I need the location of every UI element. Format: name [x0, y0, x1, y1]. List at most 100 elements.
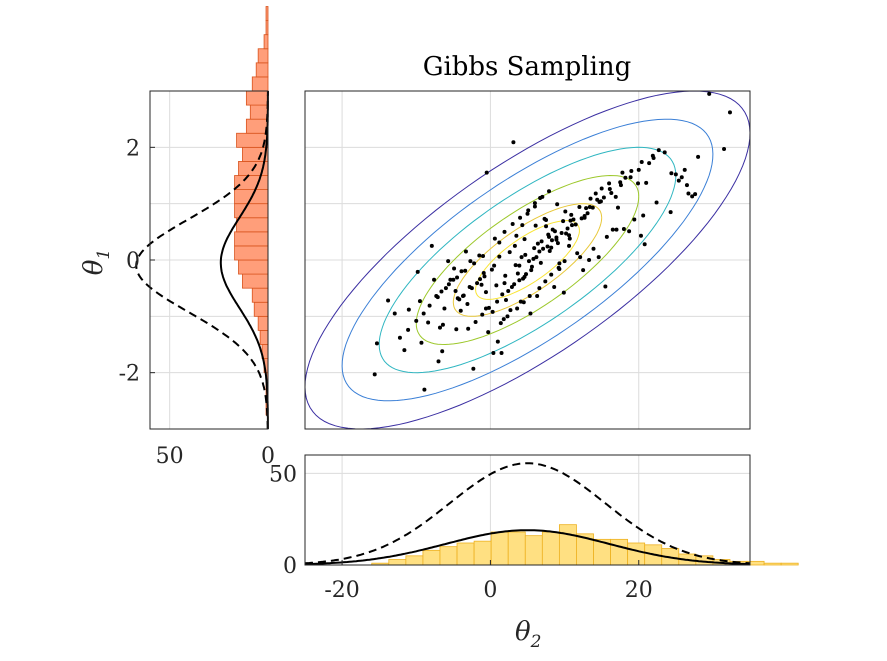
sample-point [541, 246, 546, 251]
bottom-hist-bar [558, 524, 577, 566]
sample-point [417, 299, 422, 304]
sample-point [579, 216, 584, 221]
sample-point [520, 223, 525, 228]
sample-point [537, 286, 542, 291]
sample-point [585, 211, 590, 216]
x-tick-label: -20 [324, 578, 359, 603]
sample-point [564, 231, 569, 236]
sample-point [457, 297, 462, 302]
sample-point [632, 217, 637, 222]
sample-point [539, 239, 544, 244]
bottom-hist-bar [541, 531, 560, 566]
sample-point [639, 159, 644, 164]
sample-point [609, 190, 614, 195]
sample-point [532, 246, 537, 251]
sample-point [491, 350, 496, 355]
sample-point [477, 253, 482, 258]
sample-point [484, 170, 489, 175]
sample-point [627, 229, 632, 234]
sample-point [502, 281, 507, 286]
sample-point [549, 245, 554, 250]
sample-point [552, 229, 557, 234]
sample-point [473, 319, 478, 324]
sample-point [629, 168, 634, 173]
sample-point [489, 267, 494, 272]
bottom-y-tick-label: 0 [283, 554, 297, 579]
sample-point [568, 218, 573, 223]
contour-line [341, 118, 714, 402]
sample-point [495, 339, 500, 344]
sample-point [515, 306, 520, 311]
sample-point [426, 320, 431, 325]
left-hist-bar [249, 104, 269, 120]
sample-point [463, 268, 468, 273]
sample-point [459, 269, 464, 274]
sample-point [500, 292, 505, 297]
sample-point [501, 317, 506, 322]
bottom-hist-bar [439, 546, 458, 566]
sample-point [492, 263, 497, 268]
bottom-hist-bar [422, 549, 441, 566]
sample-point [531, 256, 536, 261]
sample-point [481, 254, 485, 259]
sample-point [563, 209, 568, 214]
sample-point [422, 387, 427, 392]
left-hist-bar [263, 34, 269, 50]
sample-point [505, 314, 510, 319]
joint-scatter-panel: Gibbs Sampling [304, 52, 751, 430]
sample-point [515, 271, 520, 276]
left-hist-bar [265, 20, 269, 36]
sample-point [525, 211, 530, 216]
sample-point [604, 234, 609, 239]
sample-point [618, 183, 623, 188]
contour-line [415, 174, 640, 346]
sample-point [557, 261, 562, 266]
sample-point [584, 206, 589, 211]
contour-line [452, 203, 603, 317]
sample-point [598, 199, 603, 204]
joint-axes-frame [304, 90, 751, 430]
sample-point [443, 286, 448, 291]
sample-point [517, 278, 522, 283]
sample-point [508, 308, 513, 313]
sample-point [507, 250, 512, 255]
sample-point [506, 288, 511, 293]
sample-point [684, 183, 689, 188]
bottom-hist-bar [763, 562, 782, 566]
y-axis-label: θ1 [79, 249, 114, 275]
left-hist-bar [253, 301, 269, 317]
sample-point [529, 268, 534, 273]
sample-point [521, 300, 526, 305]
sample-point [527, 294, 532, 299]
sample-point [614, 227, 619, 232]
sample-point [540, 194, 545, 199]
sample-point [587, 205, 592, 210]
bottom-hist-bar [507, 531, 526, 566]
sample-point [533, 223, 538, 228]
sample-point [588, 196, 593, 201]
sample-point [546, 232, 551, 237]
sample-point [518, 215, 523, 220]
sample-point [696, 154, 701, 159]
sample-point [439, 289, 444, 294]
left-hist-bar [234, 231, 269, 247]
sample-point [528, 311, 533, 316]
sample-point [437, 325, 442, 330]
bottom-hist-bar [610, 538, 629, 566]
sample-point [451, 277, 456, 282]
bottom-marginal-panel: -20 0 20 50 0 θ2 [269, 454, 799, 652]
solid-density-curve-bottom [304, 529, 751, 566]
bottom-axes-frame [304, 454, 751, 566]
sample-point [466, 326, 471, 331]
left-x-tick-label: 0 [261, 444, 275, 469]
sample-point [436, 359, 441, 364]
sample-point [582, 214, 587, 219]
sample-point [397, 335, 402, 340]
sample-point [650, 153, 655, 158]
sample-point [642, 242, 647, 247]
sample-point [526, 208, 531, 213]
sample-point [519, 255, 524, 260]
sample-point [494, 283, 499, 288]
sample-point [448, 277, 453, 282]
sample-point [620, 170, 625, 175]
